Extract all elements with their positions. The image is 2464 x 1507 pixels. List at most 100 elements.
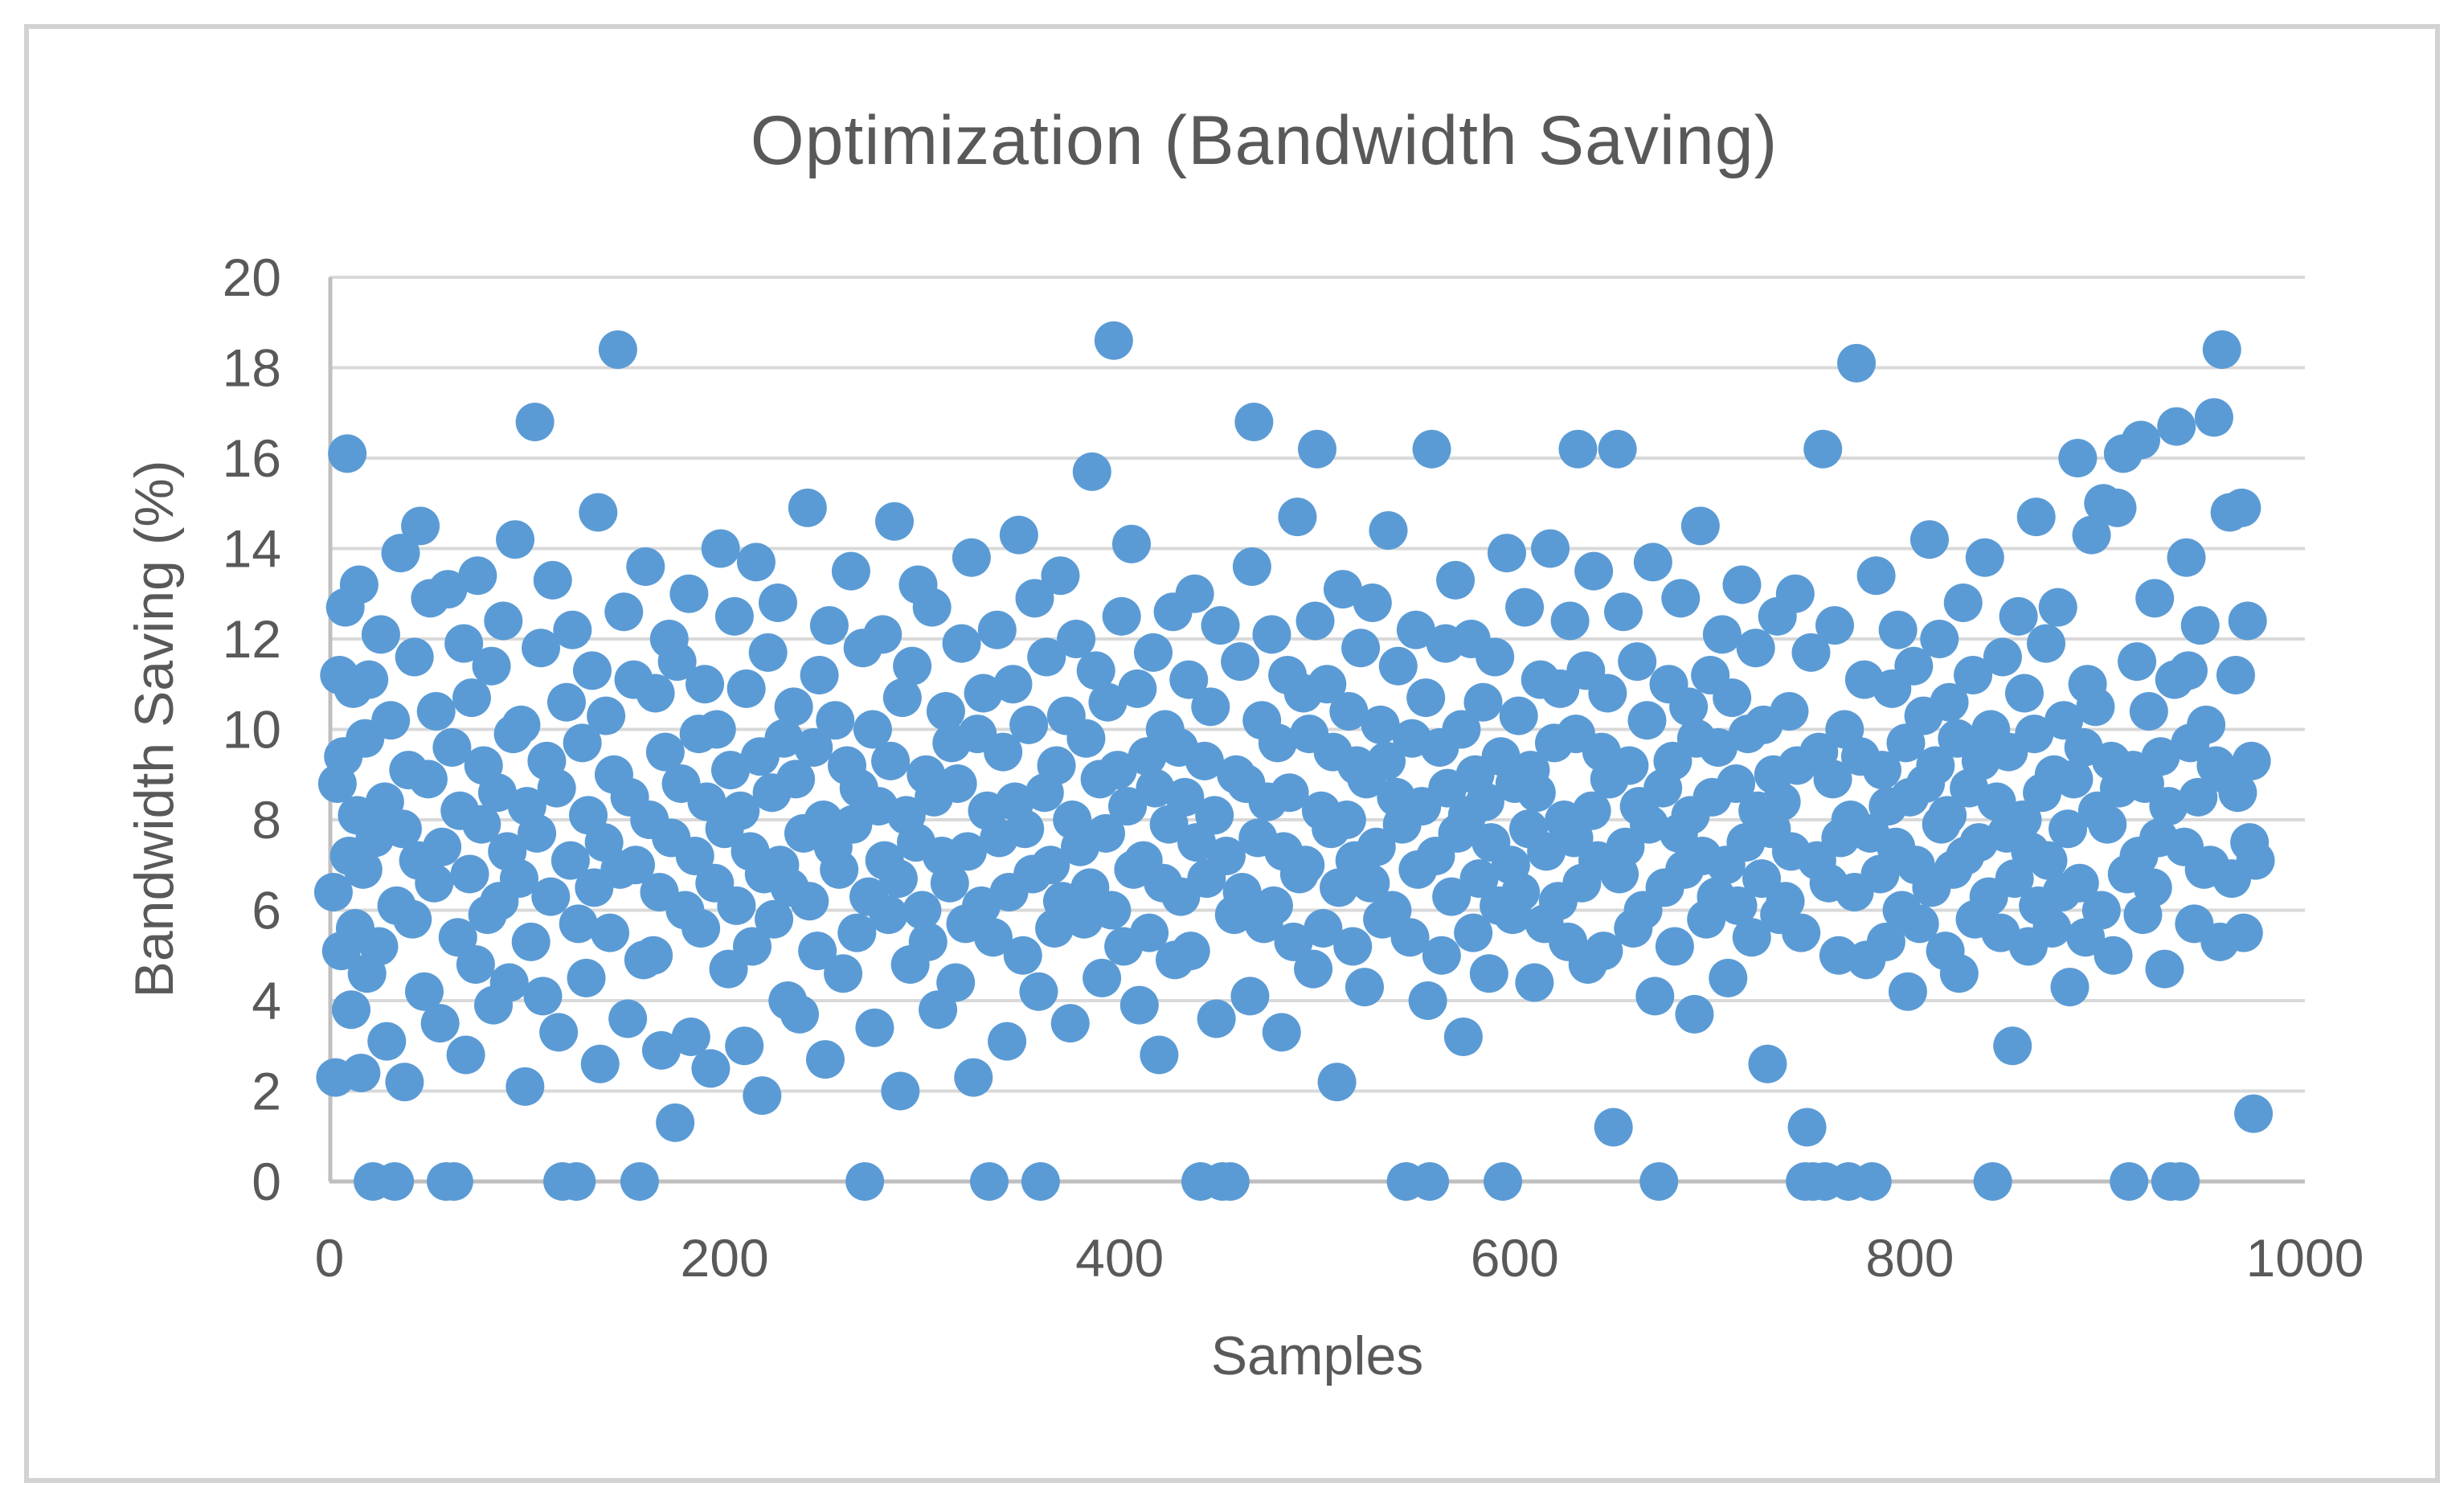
data-point xyxy=(1572,791,1611,830)
x-tick-label-0: 0 xyxy=(315,1228,345,1288)
data-point xyxy=(1598,429,1637,469)
data-point xyxy=(518,813,557,853)
data-point xyxy=(1009,705,1049,744)
data-point xyxy=(559,904,598,944)
data-point xyxy=(1722,565,1762,604)
data-point xyxy=(1432,877,1471,916)
chart-title: Optimization (Bandwidth Saving) xyxy=(750,102,1778,179)
data-point xyxy=(1317,1063,1357,1102)
data-point xyxy=(1655,927,1694,966)
data-point xyxy=(472,646,511,686)
data-point xyxy=(1954,656,1993,694)
data-point xyxy=(930,863,969,903)
data-point xyxy=(2157,407,2196,446)
data-point xyxy=(2049,809,2088,849)
data-point xyxy=(1308,665,1347,704)
data-point xyxy=(780,994,820,1034)
data-point xyxy=(477,773,517,813)
data-point xyxy=(634,936,673,975)
data-point xyxy=(1286,846,1325,885)
data-point xyxy=(855,1008,894,1047)
data-point xyxy=(553,610,592,649)
data-point xyxy=(1973,1162,2012,1201)
data-point xyxy=(1627,701,1667,740)
data-point xyxy=(350,660,389,699)
data-point xyxy=(1031,846,1070,885)
data-point xyxy=(1484,1162,1523,1201)
data-point xyxy=(2038,588,2077,627)
data-point xyxy=(1201,606,1240,645)
data-point xyxy=(1197,999,1236,1038)
data-point xyxy=(824,954,863,993)
data-point xyxy=(1274,922,1313,961)
data-point xyxy=(1900,904,1939,944)
data-point xyxy=(2027,624,2066,663)
data-point xyxy=(725,1026,764,1066)
data-point xyxy=(1005,809,1045,849)
data-point xyxy=(1165,777,1205,817)
data-point xyxy=(2224,913,2263,952)
data-point xyxy=(361,615,400,654)
data-point xyxy=(2110,1162,2149,1201)
data-point xyxy=(2168,651,2208,690)
data-point xyxy=(788,488,827,527)
data-point xyxy=(456,945,495,984)
data-point xyxy=(1709,958,1748,997)
data-point xyxy=(359,927,399,966)
data-point xyxy=(604,592,644,632)
data-point xyxy=(1232,547,1271,586)
data-point xyxy=(608,999,648,1038)
data-point xyxy=(1436,560,1476,600)
data-point xyxy=(1463,682,1503,722)
data-point xyxy=(395,637,434,677)
data-point xyxy=(616,846,655,885)
data-point xyxy=(1732,918,1771,957)
data-point xyxy=(1369,511,1408,550)
y-tick-label-12: 12 xyxy=(223,609,281,669)
data-point xyxy=(1610,746,1649,785)
data-point xyxy=(1003,936,1042,975)
data-point xyxy=(343,850,383,889)
data-point xyxy=(973,918,1013,957)
data-point xyxy=(1357,827,1396,866)
data-point xyxy=(686,665,725,704)
data-point xyxy=(764,719,804,758)
data-point xyxy=(681,909,721,948)
data-point xyxy=(1351,863,1390,903)
data-point xyxy=(776,760,816,799)
data-point xyxy=(2222,488,2261,527)
data-point xyxy=(2003,801,2042,839)
data-point xyxy=(452,678,491,718)
data-point xyxy=(988,1022,1027,1061)
x-tick-label-1000: 1000 xyxy=(2246,1228,2364,1288)
data-point xyxy=(1713,678,1752,718)
data-point xyxy=(636,674,675,713)
data-point xyxy=(2234,1094,2274,1133)
data-point xyxy=(878,859,918,899)
data-point xyxy=(2004,674,2044,713)
data-point xyxy=(523,977,563,1016)
data-point xyxy=(579,493,618,532)
data-point xyxy=(743,1076,782,1116)
data-point xyxy=(912,588,952,627)
data-point xyxy=(837,913,877,952)
data-point xyxy=(942,624,981,663)
data-point xyxy=(2129,692,2168,731)
data-point xyxy=(1943,584,1983,622)
data-point xyxy=(2032,909,2072,948)
data-point xyxy=(936,963,976,1002)
y-tick-label-8: 8 xyxy=(252,790,281,850)
data-point xyxy=(774,687,813,727)
data-point xyxy=(999,515,1038,555)
data-point xyxy=(863,615,903,654)
chart-area-frame[interactable] xyxy=(24,24,2440,1483)
data-point xyxy=(1983,637,2022,677)
data-point xyxy=(1304,909,1343,948)
data-point xyxy=(499,859,538,899)
data-point xyxy=(816,701,855,740)
data-point xyxy=(1465,782,1504,821)
data-point xyxy=(587,696,626,735)
data-point xyxy=(1390,918,1430,957)
data-point xyxy=(1130,913,1169,952)
